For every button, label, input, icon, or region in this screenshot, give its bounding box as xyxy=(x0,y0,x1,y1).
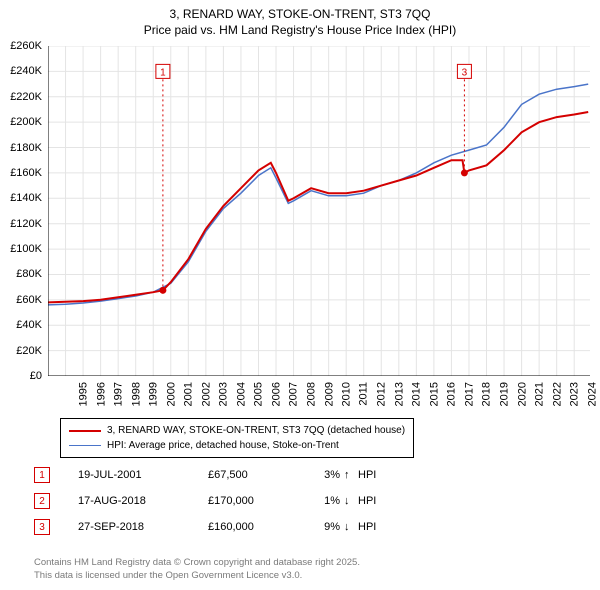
svg-text:3: 3 xyxy=(462,67,468,78)
x-tick-label: 2017 xyxy=(463,382,475,406)
x-tick-label: 2014 xyxy=(411,382,423,406)
x-tick-label: 2012 xyxy=(376,382,388,406)
arrow-icon: ↓ xyxy=(344,521,358,533)
legend-label-hpi: HPI: Average price, detached house, Stok… xyxy=(107,438,339,453)
transaction-date: 17-AUG-2018 xyxy=(78,495,208,507)
transaction-hpi-label: HPI xyxy=(358,495,388,507)
chart-container: 3, RENARD WAY, STOKE-ON-TRENT, ST3 7QQ P… xyxy=(0,0,600,590)
transaction-price: £170,000 xyxy=(208,495,308,507)
x-tick-label: 2016 xyxy=(446,382,458,406)
x-axis: 1995 1996 1997 1998 1999 2000 2001 2002 2003 2004… xyxy=(48,378,590,418)
x-tick-label: 2008 xyxy=(306,382,318,406)
y-axis: £0£20K£40K£60K£80K£100K£120K£140K£160K£1… xyxy=(0,46,46,376)
chart-svg: 13 xyxy=(48,46,590,376)
legend-row-hpi: HPI: Average price, detached house, Stok… xyxy=(69,438,405,453)
x-tick-label: 2019 xyxy=(498,382,510,406)
y-tick-label: £0 xyxy=(30,370,42,382)
y-tick-label: £200K xyxy=(10,116,42,128)
transaction-table: 119-JUL-2001£67,5003%↑HPI217-AUG-2018£17… xyxy=(34,462,388,540)
y-tick-label: £240K xyxy=(10,65,42,77)
footer: Contains HM Land Registry data © Crown c… xyxy=(34,557,360,582)
x-tick-label: 2010 xyxy=(341,382,353,406)
arrow-icon: ↑ xyxy=(344,469,358,481)
transaction-price: £67,500 xyxy=(208,469,308,481)
x-tick-label: 2009 xyxy=(323,382,335,406)
x-tick-label: 2018 xyxy=(481,382,493,406)
legend-swatch-hpi xyxy=(69,445,101,446)
x-tick-label: 2024 xyxy=(586,382,598,406)
y-tick-label: £60K xyxy=(16,294,42,306)
svg-text:1: 1 xyxy=(160,67,166,78)
arrow-icon: ↓ xyxy=(344,495,358,507)
x-tick-label: 2011 xyxy=(357,382,369,406)
y-tick-label: £260K xyxy=(10,40,42,52)
x-tick-label: 2020 xyxy=(516,382,528,406)
title-line2: Price paid vs. HM Land Registry's House … xyxy=(0,22,600,38)
y-tick-label: £80K xyxy=(16,268,42,280)
transaction-pct: 9% xyxy=(308,521,344,533)
y-tick-label: £180K xyxy=(10,142,42,154)
transaction-hpi-label: HPI xyxy=(358,521,388,533)
transaction-marker-icon: 3 xyxy=(34,519,50,535)
chart-area: 13 xyxy=(48,46,590,376)
transaction-row: 1 19-JUL-2001£67,5003%↑HPI xyxy=(34,462,388,488)
x-tick-label: 2004 xyxy=(235,382,247,406)
transaction-price: £160,000 xyxy=(208,521,308,533)
y-tick-label: £100K xyxy=(10,243,42,255)
y-tick-label: £220K xyxy=(10,91,42,103)
x-tick-label: 2022 xyxy=(551,382,563,406)
y-tick-label: £140K xyxy=(10,192,42,204)
x-tick-label: 2023 xyxy=(569,382,581,406)
x-tick-label: 2013 xyxy=(393,382,405,406)
title-block: 3, RENARD WAY, STOKE-ON-TRENT, ST3 7QQ P… xyxy=(0,0,600,38)
transaction-date: 27-SEP-2018 xyxy=(78,521,208,533)
x-tick-label: 2003 xyxy=(218,382,230,406)
transaction-pct: 1% xyxy=(308,495,344,507)
y-tick-label: £120K xyxy=(10,218,42,230)
x-tick-label: 2002 xyxy=(200,382,212,406)
x-tick-label: 1999 xyxy=(148,382,160,406)
x-tick-label: 2021 xyxy=(534,382,546,406)
x-tick-label: 2006 xyxy=(270,382,282,406)
legend-swatch-price xyxy=(69,430,101,432)
y-tick-label: £40K xyxy=(16,319,42,331)
transaction-row: 3 27-SEP-2018£160,0009%↓HPI xyxy=(34,514,388,540)
transaction-date: 19-JUL-2001 xyxy=(78,469,208,481)
transaction-marker-icon: 2 xyxy=(34,493,50,509)
x-tick-label: 1998 xyxy=(130,382,142,406)
x-tick-label: 1997 xyxy=(113,382,125,406)
footer-line2: This data is licensed under the Open Gov… xyxy=(34,570,360,582)
y-tick-label: £160K xyxy=(10,167,42,179)
x-tick-label: 1995 xyxy=(77,382,89,406)
x-tick-label: 2005 xyxy=(253,382,265,406)
x-tick-label: 2015 xyxy=(428,382,440,406)
transaction-hpi-label: HPI xyxy=(358,469,388,481)
x-tick-label: 2001 xyxy=(183,382,195,406)
x-tick-label: 2007 xyxy=(288,382,300,406)
transaction-pct: 3% xyxy=(308,469,344,481)
x-tick-label: 2000 xyxy=(165,382,177,406)
title-line1: 3, RENARD WAY, STOKE-ON-TRENT, ST3 7QQ xyxy=(0,6,600,22)
transaction-row: 2 17-AUG-2018£170,0001%↓HPI xyxy=(34,488,388,514)
y-tick-label: £20K xyxy=(16,345,42,357)
footer-line1: Contains HM Land Registry data © Crown c… xyxy=(34,557,360,569)
x-tick-label: 1996 xyxy=(95,382,107,406)
transaction-marker-icon: 1 xyxy=(34,467,50,483)
legend-label-price: 3, RENARD WAY, STOKE-ON-TRENT, ST3 7QQ (… xyxy=(107,423,405,438)
legend-row-price: 3, RENARD WAY, STOKE-ON-TRENT, ST3 7QQ (… xyxy=(69,423,405,438)
legend: 3, RENARD WAY, STOKE-ON-TRENT, ST3 7QQ (… xyxy=(60,418,414,458)
